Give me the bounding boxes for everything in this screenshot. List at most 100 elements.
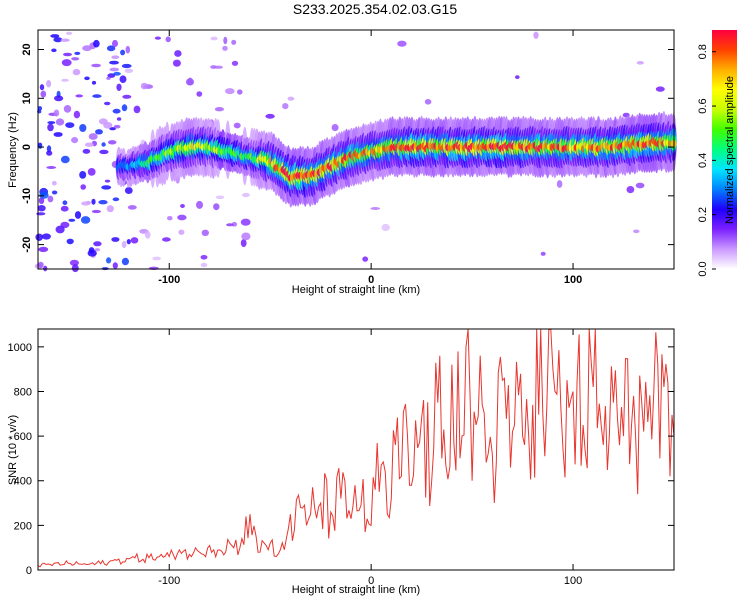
heatmap-cell [282,103,289,110]
colorbar-tick-label: 0.6 [697,98,709,113]
heatmap-cell [187,77,193,86]
heatmap-cell [41,233,51,240]
heatmap-cell [162,237,171,242]
snr-y-ticks: 0 200 400 600 800 1000 [8,342,674,577]
heatmap-cell [93,241,102,247]
colorbar-gradient [712,30,737,269]
heatmap-y-tick-label: 0 [21,144,33,150]
colorbar-tick-label: 0.2 [697,207,709,222]
heatmap-cell [109,127,116,131]
heatmap-cell [84,76,90,81]
heatmap-cell [71,264,79,273]
heatmap-cell [93,39,100,48]
snr-frame [37,328,675,571]
heatmap-cell [72,68,81,76]
heatmap-cell [51,48,57,53]
heatmap-cell [73,110,81,119]
heatmap-cell [98,200,108,205]
heatmap-cell [144,230,151,239]
heatmap-cell [104,179,111,183]
heatmap-cell [152,256,161,261]
heatmap-cell [174,50,182,57]
heatmap-cell [109,60,119,65]
heatmap-y-tick-label: -10 [21,188,33,204]
heatmap-cell [47,123,54,132]
heatmap-cell [99,149,109,155]
heatmap-cell [106,205,114,213]
heatmap-cell [370,207,381,210]
heatmap-cell [241,232,251,241]
heatmap-cell [222,45,228,51]
heatmap-cell [201,229,209,236]
heatmap-cell [112,39,118,48]
heatmap-cell [46,150,53,156]
heatmap-cell [381,223,390,232]
heatmap-cell [46,80,52,88]
colorbar-ticks: 0.0 0.2 0.4 0.6 0.8 [697,44,716,277]
snr-x-label: Height of straight line (km) [292,584,420,596]
heatmap-cell [63,105,72,113]
snr-y-tick-label: 1000 [8,342,32,354]
snr-y-tick-label: 0 [26,565,32,577]
heatmap-cell [124,187,133,194]
heatmap-cell [119,75,127,83]
heatmap-cell [130,237,139,244]
heatmap-cell [61,59,72,67]
heatmap-cell [397,40,407,47]
heatmap-cell [112,108,121,114]
heatmap-cell [91,63,101,68]
heatmap-cell [46,145,52,153]
colorbar-tick-label: 0.0 [697,261,709,276]
heatmap-cell [133,105,141,114]
snr-y-tick-label: 800 [14,386,32,398]
heatmap-cell [196,200,203,209]
heatmap-cell [172,59,181,67]
heatmap-cell [91,80,97,85]
heatmap-cell [122,94,132,99]
heatmap-cell [40,90,47,98]
heatmap-y-tick-label: 20 [21,43,33,55]
heatmap-cell [210,65,217,69]
heatmap-cell [113,71,121,76]
heatmap-cell [87,249,97,257]
heatmap-x-label: Height of straight line (km) [292,284,420,296]
heatmap-cell [223,36,228,45]
heatmap-cell [81,201,91,206]
heatmap-cell [633,229,640,234]
heatmap-cell [101,185,112,190]
heatmap-cell [87,168,96,176]
heatmap-cell [71,137,79,144]
heatmap-cell [60,155,70,164]
heatmap-x-tick-label: 0 [368,274,374,286]
heatmap-cell [215,195,225,200]
heatmap-cell [424,99,432,105]
heatmap-cell [231,60,239,66]
heatmap-cell [120,49,126,56]
heatmap-cell [60,205,69,212]
heatmap-cell [214,107,224,112]
heatmap-y-tick-label: -20 [21,237,33,253]
heatmap-cell [196,91,203,97]
heatmap-cell [237,89,243,95]
snr-x-tick-label: 100 [564,575,582,587]
heatmap-cell [556,180,563,188]
snr-y-label: SNR (10 * v/v) [7,415,19,485]
heatmap-cell [240,218,251,226]
heatmap-cell [68,218,76,222]
heatmap-cell [112,262,118,269]
heatmap-cell [51,190,58,195]
heatmap-cell [37,261,44,269]
heatmap-cell [111,237,120,242]
heatmap-cell [177,214,187,221]
heatmap-cell [362,256,369,262]
heatmap-cell [75,94,83,98]
heatmap-cell [111,55,120,59]
heatmap-x-tick-label: -100 [158,274,180,286]
heatmap-cell [84,142,94,147]
heatmap-cell [47,121,56,125]
heatmap-cell [88,133,98,140]
heatmap-cell [154,36,161,40]
heatmap-cell [39,84,45,91]
heatmap-cell [635,182,645,189]
